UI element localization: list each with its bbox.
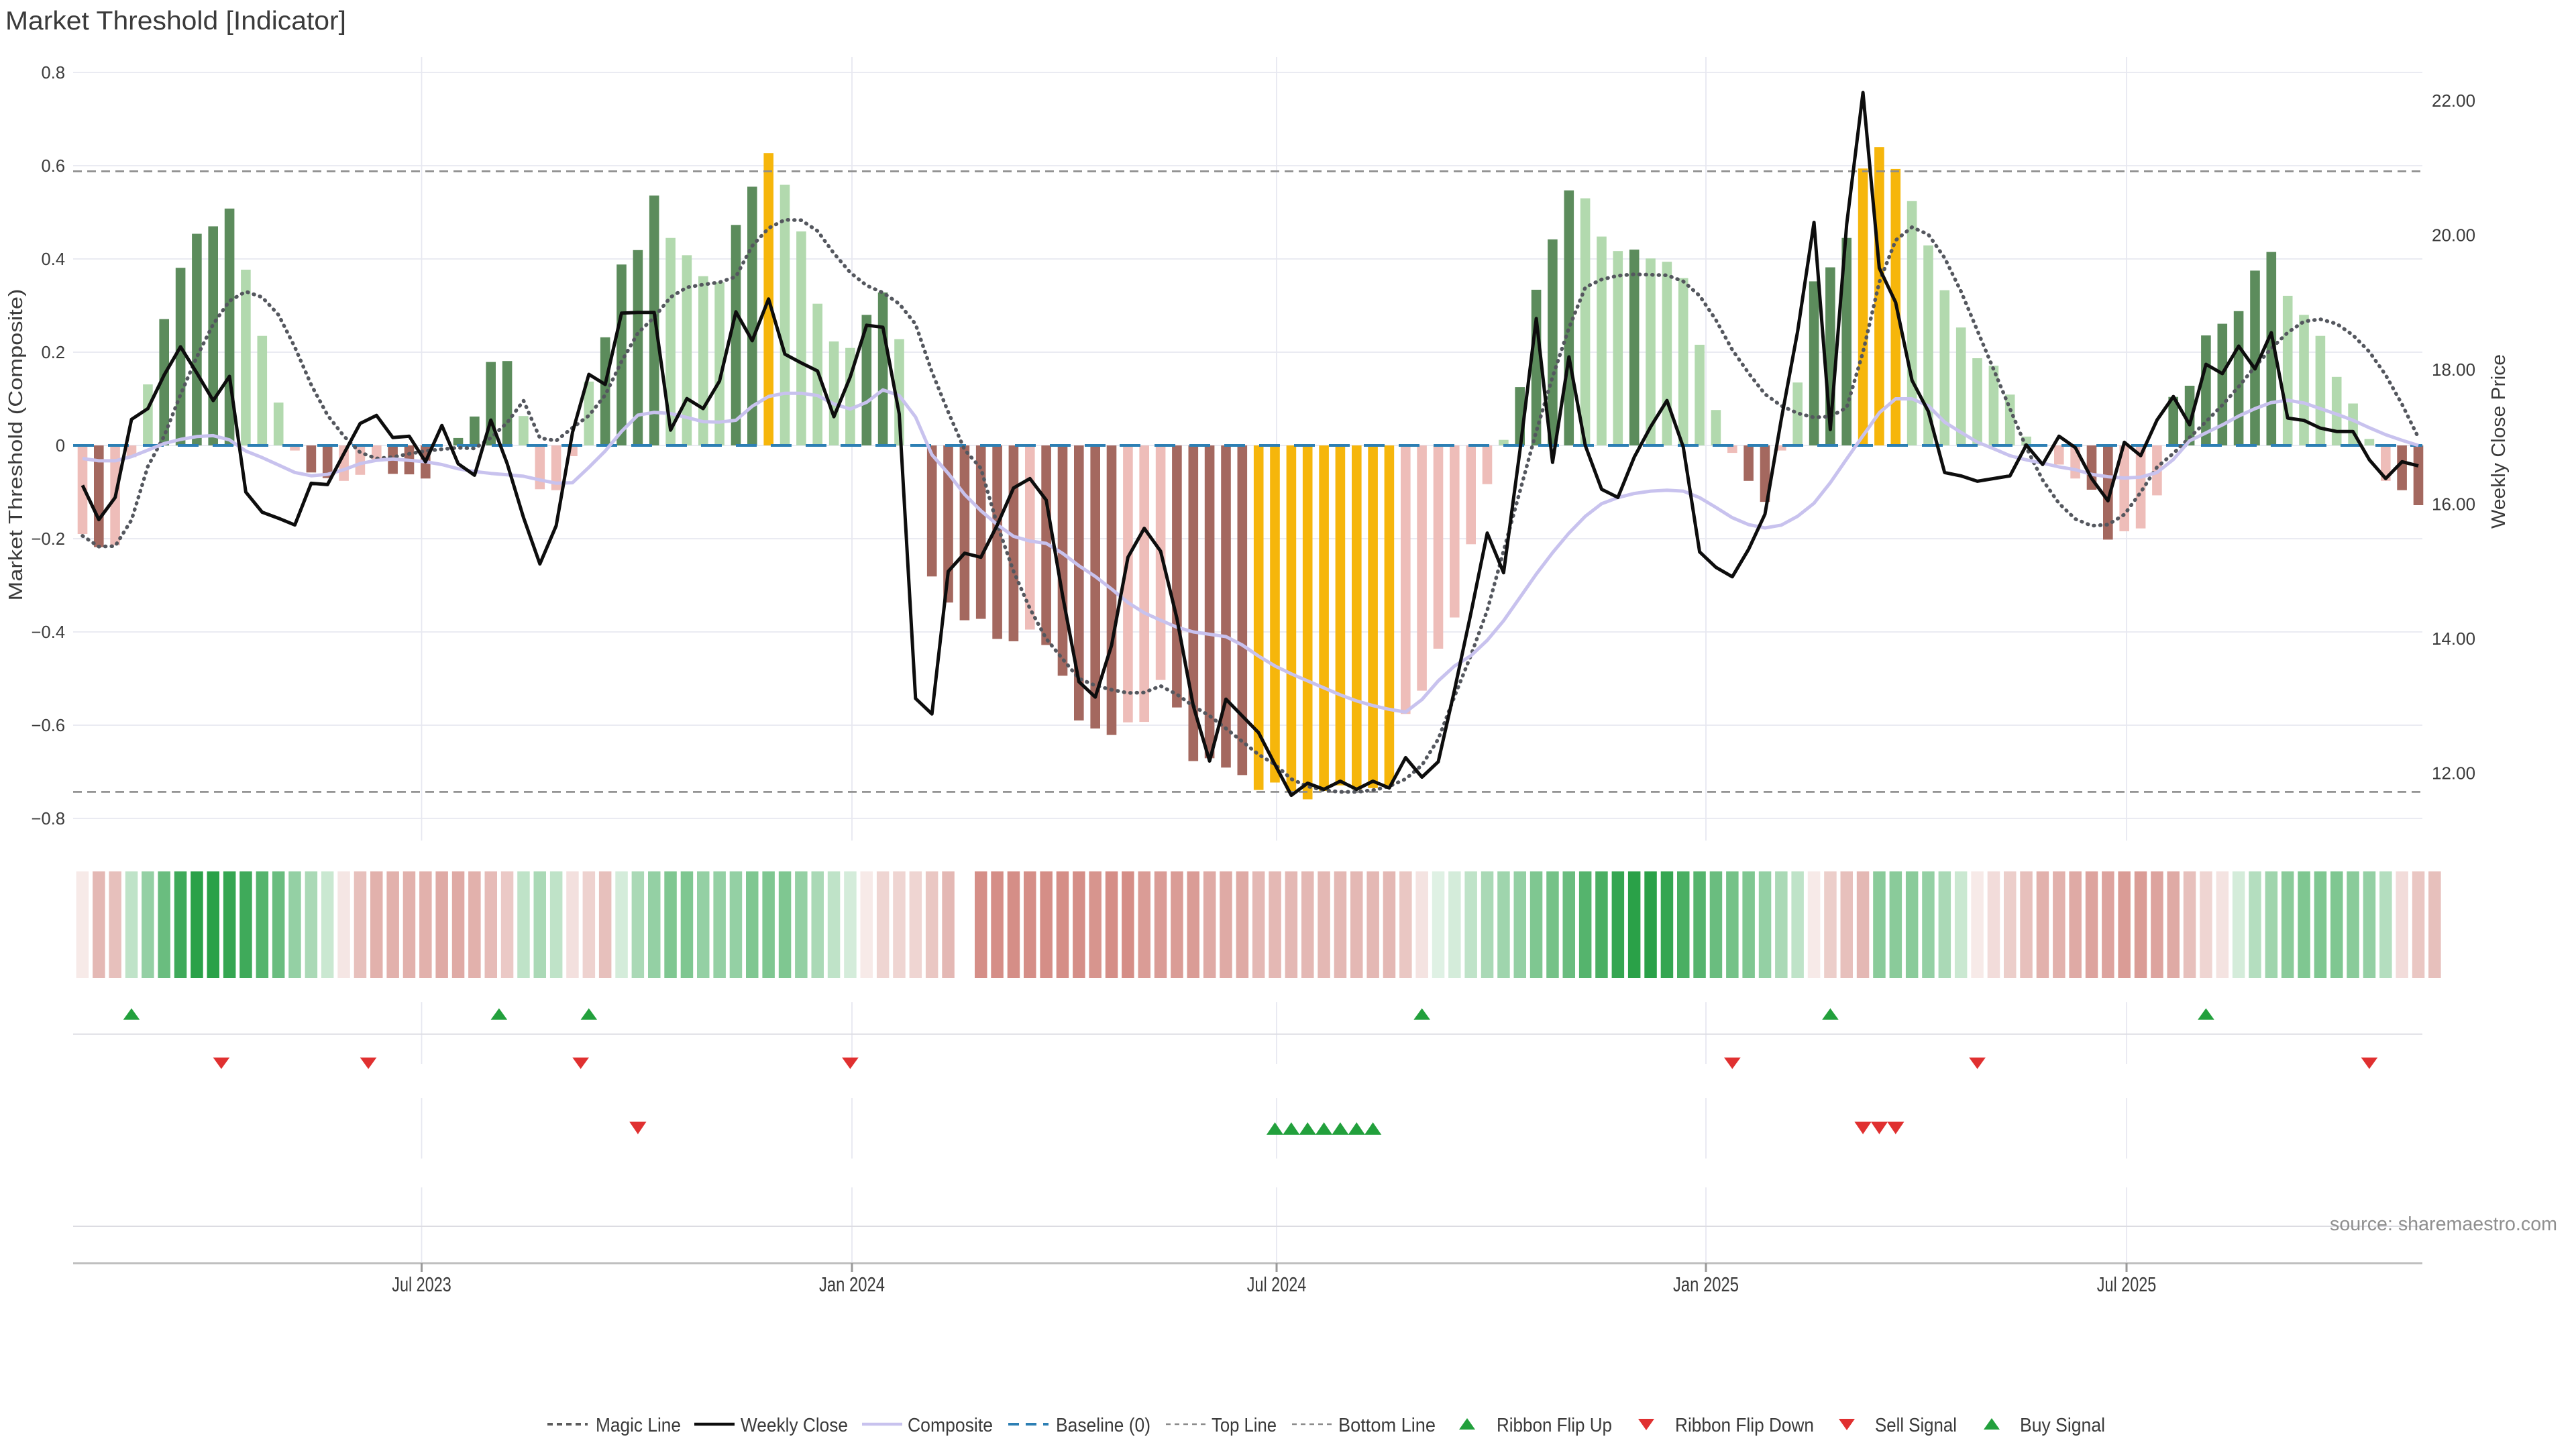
svg-text:14.00: 14.00: [2432, 629, 2475, 649]
svg-text:16.00: 16.00: [2432, 494, 2475, 515]
svg-text:22.00: 22.00: [2432, 91, 2475, 111]
svg-text:0: 0: [56, 437, 65, 455]
svg-text:Ribbon Flip Down: Ribbon Flip Down: [1675, 1415, 1814, 1436]
svg-text:Jul 2024: Jul 2024: [1247, 1273, 1307, 1296]
svg-text:0.2: 0.2: [42, 343, 65, 362]
svg-text:Market Threshold [Indicator]: Market Threshold [Indicator]: [5, 7, 346, 36]
svg-text:12.00: 12.00: [2432, 763, 2475, 784]
svg-text:Ribbon Flip Up: Ribbon Flip Up: [1497, 1415, 1612, 1436]
svg-text:Weekly Close: Weekly Close: [741, 1415, 848, 1436]
svg-text:−0.8: −0.8: [32, 810, 65, 828]
svg-text:Sell Signal: Sell Signal: [1875, 1415, 1957, 1436]
svg-text:Jan 2024: Jan 2024: [819, 1273, 885, 1296]
svg-text:0.8: 0.8: [42, 64, 65, 83]
svg-text:Market Threshold (Composite): Market Threshold (Composite): [5, 289, 27, 601]
svg-text:Weekly Close Price: Weekly Close Price: [2488, 354, 2510, 529]
svg-text:20.00: 20.00: [2432, 225, 2475, 246]
svg-text:−0.2: −0.2: [32, 530, 65, 549]
svg-text:Buy Signal: Buy Signal: [2020, 1415, 2105, 1436]
svg-text:18.00: 18.00: [2432, 360, 2475, 380]
svg-text:−0.4: −0.4: [32, 623, 65, 642]
svg-text:Jul 2025: Jul 2025: [2097, 1273, 2157, 1296]
svg-text:Bottom Line: Bottom Line: [1338, 1415, 1436, 1436]
svg-text:Jul 2023: Jul 2023: [392, 1273, 451, 1296]
svg-text:Jan 2025: Jan 2025: [1673, 1273, 1739, 1296]
svg-text:Baseline (0): Baseline (0): [1056, 1415, 1150, 1436]
svg-text:Top Line: Top Line: [1212, 1415, 1277, 1436]
svg-text:0.4: 0.4: [42, 250, 65, 269]
svg-text:0.6: 0.6: [42, 157, 65, 176]
svg-text:Magic Line: Magic Line: [596, 1415, 681, 1436]
svg-text:Composite: Composite: [908, 1415, 993, 1436]
svg-text:−0.6: −0.6: [32, 716, 65, 735]
svg-text:source: sharemaestro.com: source: sharemaestro.com: [2330, 1214, 2557, 1235]
